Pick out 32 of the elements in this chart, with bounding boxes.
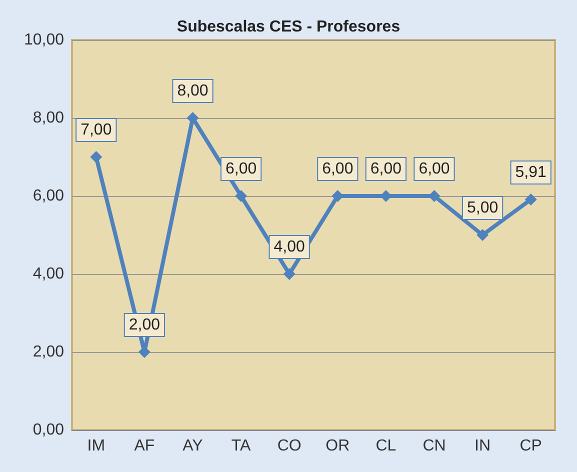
point bbox=[283, 268, 296, 280]
data-label: 5,00 bbox=[466, 200, 498, 216]
x-tick-label: IM bbox=[87, 438, 106, 454]
point bbox=[476, 229, 489, 241]
y-tick-label: 6,00 bbox=[32, 188, 64, 204]
data-label: 6,00 bbox=[418, 160, 450, 178]
point bbox=[235, 190, 248, 202]
x-tick-label: TA bbox=[231, 438, 252, 454]
x-tick-label: OR bbox=[326, 438, 350, 454]
data-label: 6,00 bbox=[370, 160, 402, 178]
y-tick-label: 8,00 bbox=[32, 110, 64, 126]
data-label: 8,00 bbox=[177, 82, 208, 100]
x-tick-label: CN bbox=[422, 438, 446, 454]
data-label: 6,00 bbox=[225, 160, 257, 178]
x-tick-label: AY bbox=[182, 438, 204, 454]
x-tick-label: CP bbox=[520, 438, 542, 454]
x-tick-label: IN bbox=[474, 438, 491, 454]
data-label: 6,00 bbox=[322, 160, 354, 178]
data-label: 2,00 bbox=[128, 316, 160, 334]
data-label: 7,00 bbox=[80, 122, 112, 138]
y-tick-label: 0,00 bbox=[32, 422, 64, 438]
y-tick-label: 4,00 bbox=[32, 266, 64, 282]
data-label: 4,00 bbox=[274, 238, 306, 256]
x-tick-label: CO bbox=[277, 438, 302, 454]
x-tick-label: CL bbox=[376, 438, 396, 454]
y-tick-label: 2,00 bbox=[32, 344, 64, 360]
y-tick-label: 10,00 bbox=[24, 32, 64, 48]
point bbox=[90, 151, 102, 163]
chart-title: Subescalas CES - Profesores bbox=[176, 18, 400, 36]
point bbox=[524, 194, 537, 206]
x-tick-label: AF bbox=[134, 438, 155, 454]
data-label: 5,91 bbox=[515, 164, 547, 182]
